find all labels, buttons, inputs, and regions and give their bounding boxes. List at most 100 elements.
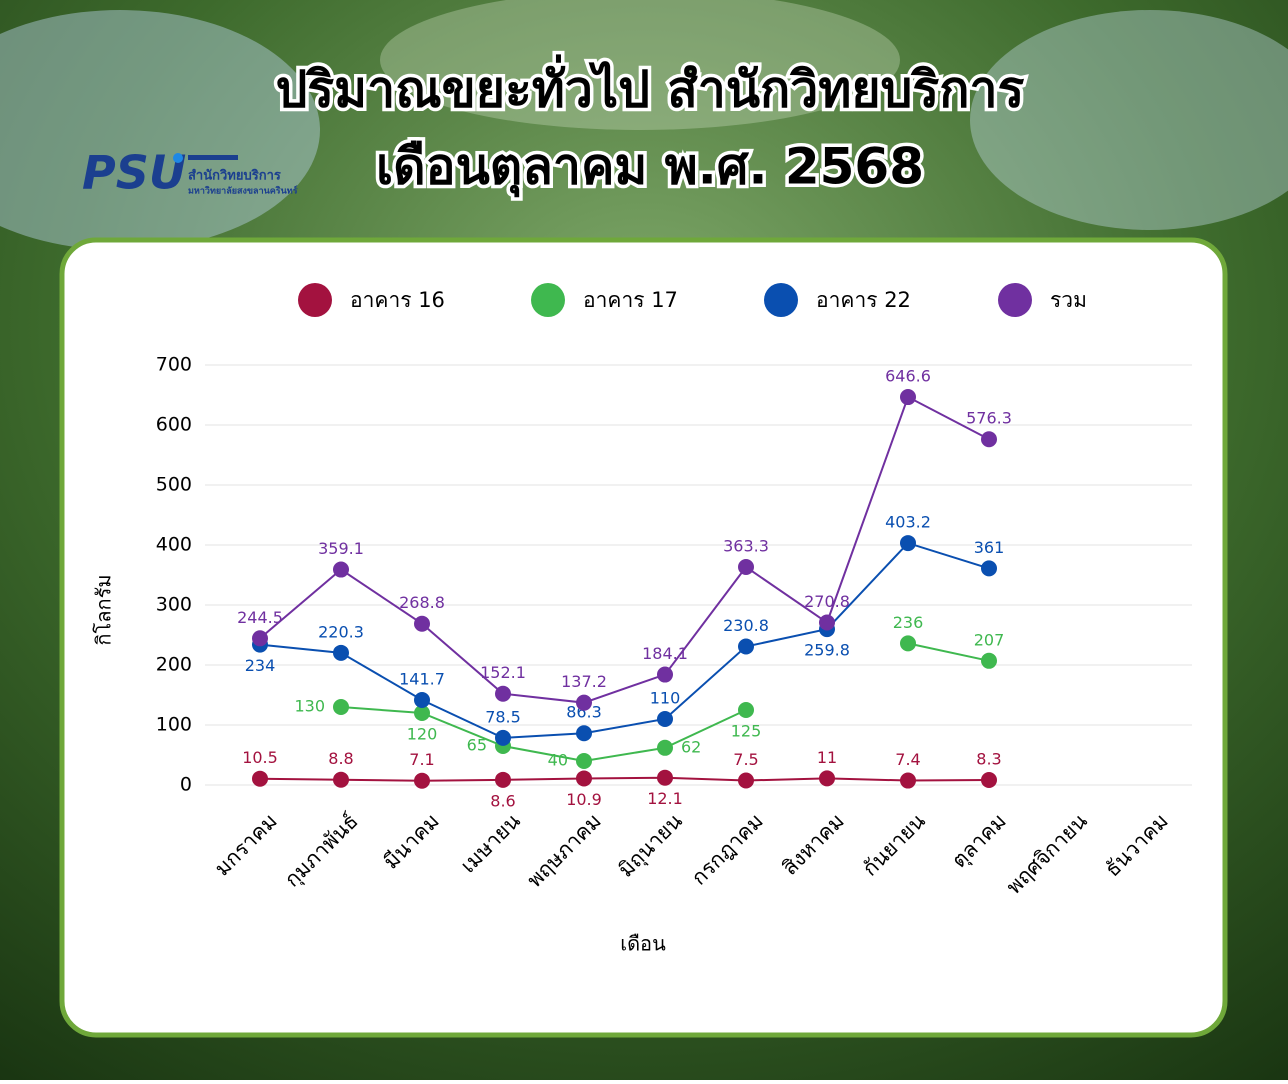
bokeh [970, 10, 1288, 230]
bokeh [380, 0, 900, 130]
legend-marker [298, 283, 332, 317]
y-tick-label: 200 [156, 654, 192, 676]
y-tick-label: 0 [180, 774, 192, 796]
data-label: 8.3 [976, 750, 1001, 769]
data-label: 244.5 [237, 608, 283, 627]
y-tick-label: 400 [156, 534, 192, 556]
series: 130 120 65 40 62 125 236 207 [294, 613, 1004, 770]
data-label: 7.1 [409, 750, 434, 769]
legend-label: อาคาร 22 [816, 288, 911, 312]
data-point [495, 771, 511, 788]
data-point [900, 635, 916, 652]
data-label: 110 [650, 689, 681, 708]
series: 10.5 8.8 7.1 8.6 10.9 12.1 7.5 11 7.4 8.3 [242, 748, 1002, 810]
data-label: 270.8 [804, 592, 850, 611]
data-label: 403.2 [885, 513, 931, 532]
data-point [252, 630, 268, 647]
data-label: 361 [974, 538, 1005, 557]
chart-card [59, 237, 1228, 1038]
title: ปริมาณขยะทั่วไป สำนักวิทยบริการ [276, 55, 1025, 119]
y-tick-label: 600 [156, 414, 192, 436]
series: 244.5 359.1 268.8 152.1 137.2 184.1 363.3 270.8… [237, 367, 1012, 711]
logo-university: มหาวิทยาลัยสงขลานครินทร์ [188, 185, 298, 197]
data-label: 10.9 [566, 790, 602, 809]
data-point [414, 691, 430, 708]
data-label: 125 [731, 722, 762, 741]
data-point [981, 560, 997, 577]
y-tick-label: 700 [156, 354, 192, 376]
data-label: 220.3 [318, 622, 364, 641]
data-point [981, 772, 997, 789]
series: 234 220.3 141.7 78.5 86.3 110 230.8 259.8 403.2 3… [245, 513, 1005, 746]
data-point [333, 561, 349, 578]
data-point [819, 770, 835, 787]
data-point [576, 753, 592, 769]
data-label: 230.8 [723, 616, 769, 635]
data-label: 236 [893, 613, 924, 632]
series-line [340, 642, 990, 763]
bokeh [0, 10, 320, 250]
data-label: 359.1 [318, 539, 364, 558]
y-tick-label: 500 [156, 474, 192, 496]
data-label: 7.5 [733, 750, 758, 769]
data-label: 268.8 [399, 593, 445, 612]
y-tick-label: 100 [156, 714, 192, 736]
data-point [900, 772, 916, 789]
data-label: 11 [817, 748, 837, 767]
data-point [252, 770, 268, 787]
data-label: 10.5 [242, 748, 278, 767]
logo-name: สำนักวิทยบริการ [188, 168, 281, 184]
legend-label: รวม [1050, 288, 1087, 312]
legend-marker [531, 283, 565, 317]
data-label: 12.1 [647, 789, 683, 808]
data-point [819, 614, 835, 631]
data-point [981, 431, 997, 448]
logo: PSU สำนักวิทยบริการ มหาวิทยาลัยสงขลานคริ… [82, 146, 298, 200]
series-line [259, 541, 990, 739]
data-label: 120 [407, 725, 438, 744]
data-point [738, 772, 754, 789]
data-label: 78.5 [485, 707, 521, 726]
series-line [259, 395, 990, 704]
data-point [414, 615, 430, 632]
data-point [657, 769, 673, 786]
title: เดือนตุลาคม พ.ศ. 2568 [376, 138, 924, 198]
data-point [333, 699, 349, 715]
data-point [414, 705, 430, 721]
data-point [495, 685, 511, 702]
data-label: 130 [294, 697, 325, 716]
data-label: 184.1 [642, 644, 688, 663]
data-point [576, 770, 592, 787]
y-axis-label: กิโลกรัม [92, 574, 116, 645]
data-label: 65 [467, 736, 487, 755]
data-label: 234 [245, 656, 276, 675]
data-point [576, 694, 592, 711]
data-point [657, 711, 673, 727]
data-point [738, 638, 754, 655]
data-label: 646.6 [885, 367, 931, 386]
y-tick-label: 300 [156, 594, 192, 616]
data-label: 259.8 [804, 641, 850, 660]
data-point [333, 644, 349, 661]
data-point [981, 652, 997, 669]
data-point [900, 535, 916, 552]
legend-label: อาคาร 16 [350, 288, 445, 312]
data-point [333, 771, 349, 788]
logo-mark: PSU [82, 146, 186, 200]
data-label: 141.7 [399, 669, 445, 688]
data-label: 86.3 [566, 703, 602, 722]
data-label: 576.3 [966, 409, 1012, 428]
data-label: 137.2 [561, 672, 607, 691]
data-label: 152.1 [480, 663, 526, 682]
data-point [738, 702, 754, 718]
logo-dot [173, 153, 183, 163]
data-point [495, 729, 511, 746]
data-label: 363.3 [723, 537, 769, 556]
data-point [657, 739, 673, 756]
data-label: 8.8 [328, 749, 353, 768]
data-point [576, 725, 592, 742]
data-label: 40 [548, 751, 568, 770]
x-axis-label: เดือน [620, 932, 666, 956]
legend-label: อาคาร 17 [583, 288, 678, 312]
